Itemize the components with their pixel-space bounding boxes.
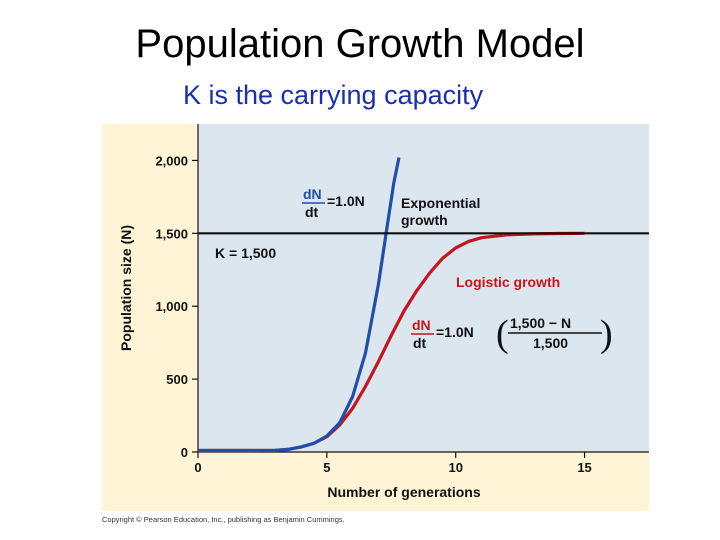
y-axis-label: Population size (N)	[118, 225, 134, 351]
logistic-eq-left-paren: (	[496, 313, 509, 355]
exponential-label-line-1: Exponential	[401, 195, 480, 211]
slide-title: Population Growth Model	[135, 22, 585, 66]
copyright-notice: Copyright © Pearson Education, Inc., pub…	[102, 515, 345, 524]
x-tick-label: 0	[194, 460, 201, 475]
plot-area	[198, 124, 649, 452]
slide-subtitle: K is the carrying capacity	[183, 80, 484, 110]
exponential-eq-denominator: dt	[305, 204, 319, 220]
x-axis-label: Number of generations	[327, 484, 480, 500]
logistic-eq-denominator: dt	[413, 335, 427, 351]
logistic-label: Logistic growth	[456, 274, 560, 290]
exponential-eq-rhs: =1.0N	[327, 193, 365, 209]
exponential-label-line-2: growth	[401, 212, 448, 228]
logistic-eq-right-paren: )	[600, 313, 613, 355]
exponential-eq-numerator: dN	[303, 186, 322, 202]
logistic-eq-factor-numerator: 1,500 − N	[510, 315, 571, 331]
y-tick-label: 500	[166, 372, 188, 387]
y-tick-label: 1,000	[155, 299, 188, 314]
x-tick-label: 10	[448, 460, 462, 475]
logistic-eq-numerator: dN	[412, 317, 431, 333]
x-tick-label: 5	[323, 460, 330, 475]
logistic-eq-factor-denominator: 1,500	[533, 335, 568, 351]
y-tick-label: 2,000	[155, 153, 188, 168]
y-tick-label: 1,500	[155, 226, 188, 241]
logistic-growth-line	[198, 231, 585, 453]
carrying-capacity-label: K = 1,500	[215, 245, 276, 261]
exponential-growth-line	[198, 157, 401, 453]
y-tick-label: 0	[181, 445, 188, 460]
x-tick-label: 15	[577, 460, 591, 475]
logistic-eq-rhs: =1.0N	[436, 324, 474, 340]
